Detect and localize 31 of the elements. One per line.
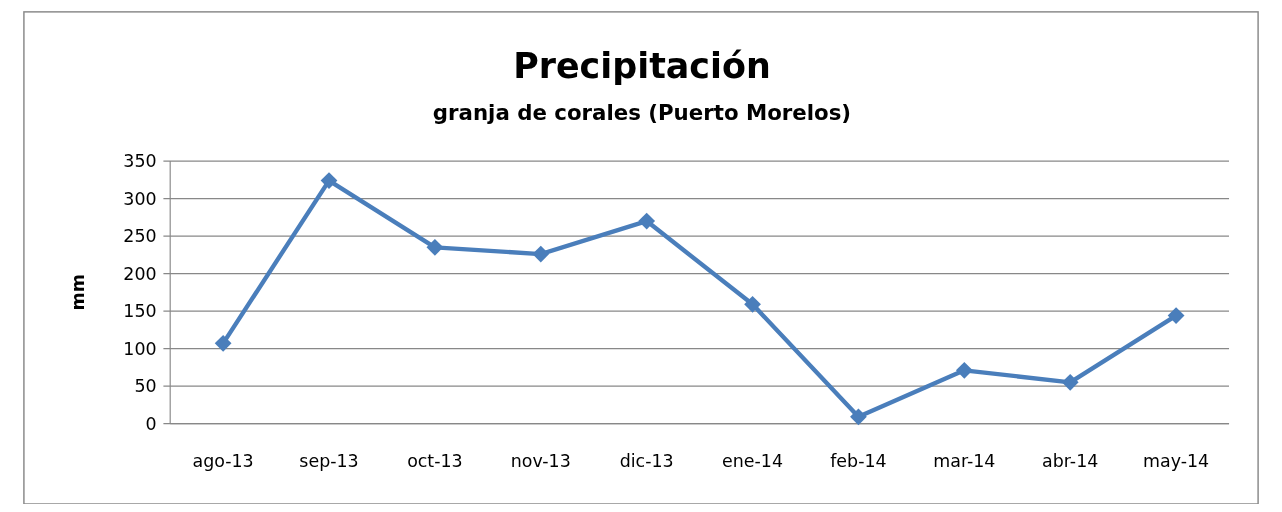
point xyxy=(426,238,444,256)
point xyxy=(1061,373,1079,391)
y-axis-title: mm xyxy=(67,274,88,311)
x-tick-label: feb-14 xyxy=(830,451,887,472)
y-tick-label: 50 xyxy=(134,376,157,397)
x-tick-label: abr-14 xyxy=(1042,451,1099,472)
y-tick-label: 350 xyxy=(123,151,157,172)
y-tick-label: 150 xyxy=(123,301,157,322)
x-tick-label: ene-14 xyxy=(722,451,784,472)
y-tick-label: 300 xyxy=(123,188,157,209)
y-tick-label: 250 xyxy=(123,226,157,247)
x-tick-label: mar-14 xyxy=(933,451,996,472)
point xyxy=(850,408,867,426)
x-tick-label: may-14 xyxy=(1143,451,1210,472)
x-tick-label: oct-13 xyxy=(407,451,463,472)
point xyxy=(1167,307,1185,324)
point xyxy=(532,245,550,263)
x-tick-label: ago-13 xyxy=(192,451,254,472)
x-tick-label: sep-13 xyxy=(299,451,359,472)
x-tick-label: dic-13 xyxy=(619,451,674,472)
point xyxy=(638,212,656,230)
point xyxy=(320,172,338,189)
y-tick-label: 200 xyxy=(123,263,157,284)
x-tick-label: nov-13 xyxy=(510,451,571,472)
y-tick-label: 100 xyxy=(123,338,157,359)
y-tick-label: 0 xyxy=(145,413,157,434)
point xyxy=(214,334,232,352)
chart-subtitle: granja de corales (Puerto Morelos) xyxy=(432,100,852,126)
point xyxy=(744,295,761,313)
point xyxy=(955,361,973,379)
chart-title: Precipitación xyxy=(513,45,771,86)
